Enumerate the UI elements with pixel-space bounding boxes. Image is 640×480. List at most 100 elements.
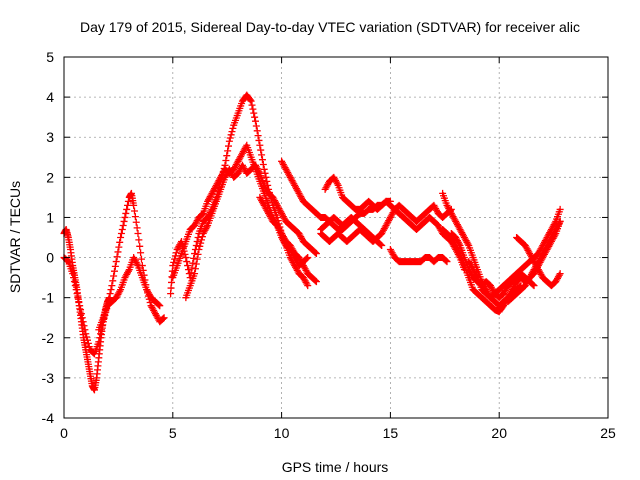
- x-tick-label: 10: [274, 425, 290, 441]
- data-point: [119, 221, 127, 229]
- data-point: [228, 128, 236, 136]
- data-point: [160, 314, 168, 322]
- x-tick-label: 25: [600, 425, 616, 441]
- x-tick-label: 20: [491, 425, 507, 441]
- data-point: [134, 229, 142, 237]
- data-point: [83, 333, 91, 341]
- data-point: [473, 272, 481, 280]
- data-point: [117, 234, 125, 241]
- data-point: [251, 113, 259, 121]
- y-tick-label: -2: [42, 330, 55, 346]
- data-point: [258, 151, 266, 159]
- data-point: [124, 197, 132, 205]
- data-point: [80, 322, 88, 330]
- data-point: [556, 217, 564, 225]
- data-point: [251, 117, 259, 125]
- data-point: [131, 213, 139, 221]
- data-point: [109, 277, 117, 285]
- data-point: [249, 105, 257, 113]
- data-point: [229, 124, 237, 132]
- data-point: [455, 240, 463, 248]
- plot-frame: [63, 56, 609, 419]
- data-point: [121, 213, 129, 221]
- data-point: [303, 280, 311, 288]
- data-point: [258, 156, 266, 164]
- data-point: [333, 180, 341, 188]
- axes: 0 5 10 15 20 25 -4 -3 -2 -1 0 1 2 3 4 5: [42, 49, 616, 441]
- data-point: [156, 302, 164, 310]
- series-arc-12: [386, 246, 451, 266]
- data-point: [529, 281, 537, 289]
- data-point: [189, 259, 197, 267]
- data-point: [198, 233, 206, 241]
- y-tick-label: 2: [46, 169, 54, 185]
- data-point: [263, 177, 271, 185]
- series-arc-7: [256, 193, 320, 286]
- data-point: [96, 334, 104, 342]
- data-point: [82, 330, 90, 338]
- data-point: [225, 137, 233, 145]
- data-point: [551, 231, 559, 239]
- data-point: [253, 127, 261, 135]
- data-point: [555, 271, 563, 279]
- data-point: [226, 134, 234, 142]
- series-arc-19: [526, 217, 564, 282]
- data-point: [84, 339, 92, 347]
- data-point: [110, 267, 118, 275]
- data-point: [250, 109, 258, 117]
- x-axis-label: GPS time / hours: [282, 459, 389, 475]
- y-axis-label: SDTVAR / TECUs: [7, 181, 23, 293]
- data-point: [106, 290, 114, 298]
- data-point: [84, 336, 92, 344]
- data-point: [72, 286, 80, 294]
- data-point: [191, 270, 199, 278]
- data-point: [303, 254, 311, 262]
- y-tick-label: 0: [46, 250, 54, 266]
- data-point: [255, 168, 263, 176]
- data-point: [252, 122, 260, 130]
- data-point: [79, 318, 87, 326]
- data-point: [312, 250, 320, 258]
- data-point: [77, 310, 85, 318]
- data-point: [95, 338, 103, 346]
- data-point: [136, 242, 144, 250]
- data-point: [116, 238, 124, 246]
- y-tick-label: -1: [42, 290, 55, 306]
- data-point: [77, 306, 85, 314]
- data-point: [70, 278, 78, 286]
- data-point: [197, 239, 205, 247]
- data-point: [312, 277, 320, 285]
- data-point: [259, 160, 267, 168]
- data-point: [312, 278, 320, 286]
- data-point: [108, 282, 116, 290]
- data-point: [196, 242, 204, 250]
- data-point: [183, 258, 191, 266]
- data-point: [191, 265, 199, 273]
- data-point: [81, 326, 89, 334]
- data-point: [443, 258, 451, 266]
- chart-title: Day 179 of 2015, Sidereal Day-to-day VTE…: [80, 19, 580, 35]
- data-point: [85, 343, 93, 351]
- data-point: [248, 101, 256, 109]
- data-point: [97, 330, 105, 338]
- data-point: [124, 201, 132, 209]
- data-point: [260, 165, 268, 173]
- x-tick-label: 0: [60, 425, 68, 441]
- series-arc-6: [182, 161, 320, 302]
- data-point: [112, 258, 120, 266]
- x-tick-label: 5: [169, 425, 177, 441]
- data-point: [262, 173, 270, 181]
- data-point: [137, 249, 145, 257]
- y-tick-label: 3: [46, 129, 54, 145]
- data-point: [225, 142, 233, 150]
- data-point: [378, 242, 386, 250]
- data-point: [105, 294, 113, 302]
- data-point: [78, 314, 86, 322]
- data-point: [556, 205, 564, 213]
- y-tick-label: 5: [46, 49, 54, 65]
- data-points: [60, 91, 564, 394]
- data-point: [118, 225, 126, 233]
- data-point: [116, 287, 124, 295]
- data-point: [120, 217, 128, 225]
- data-point: [111, 262, 119, 270]
